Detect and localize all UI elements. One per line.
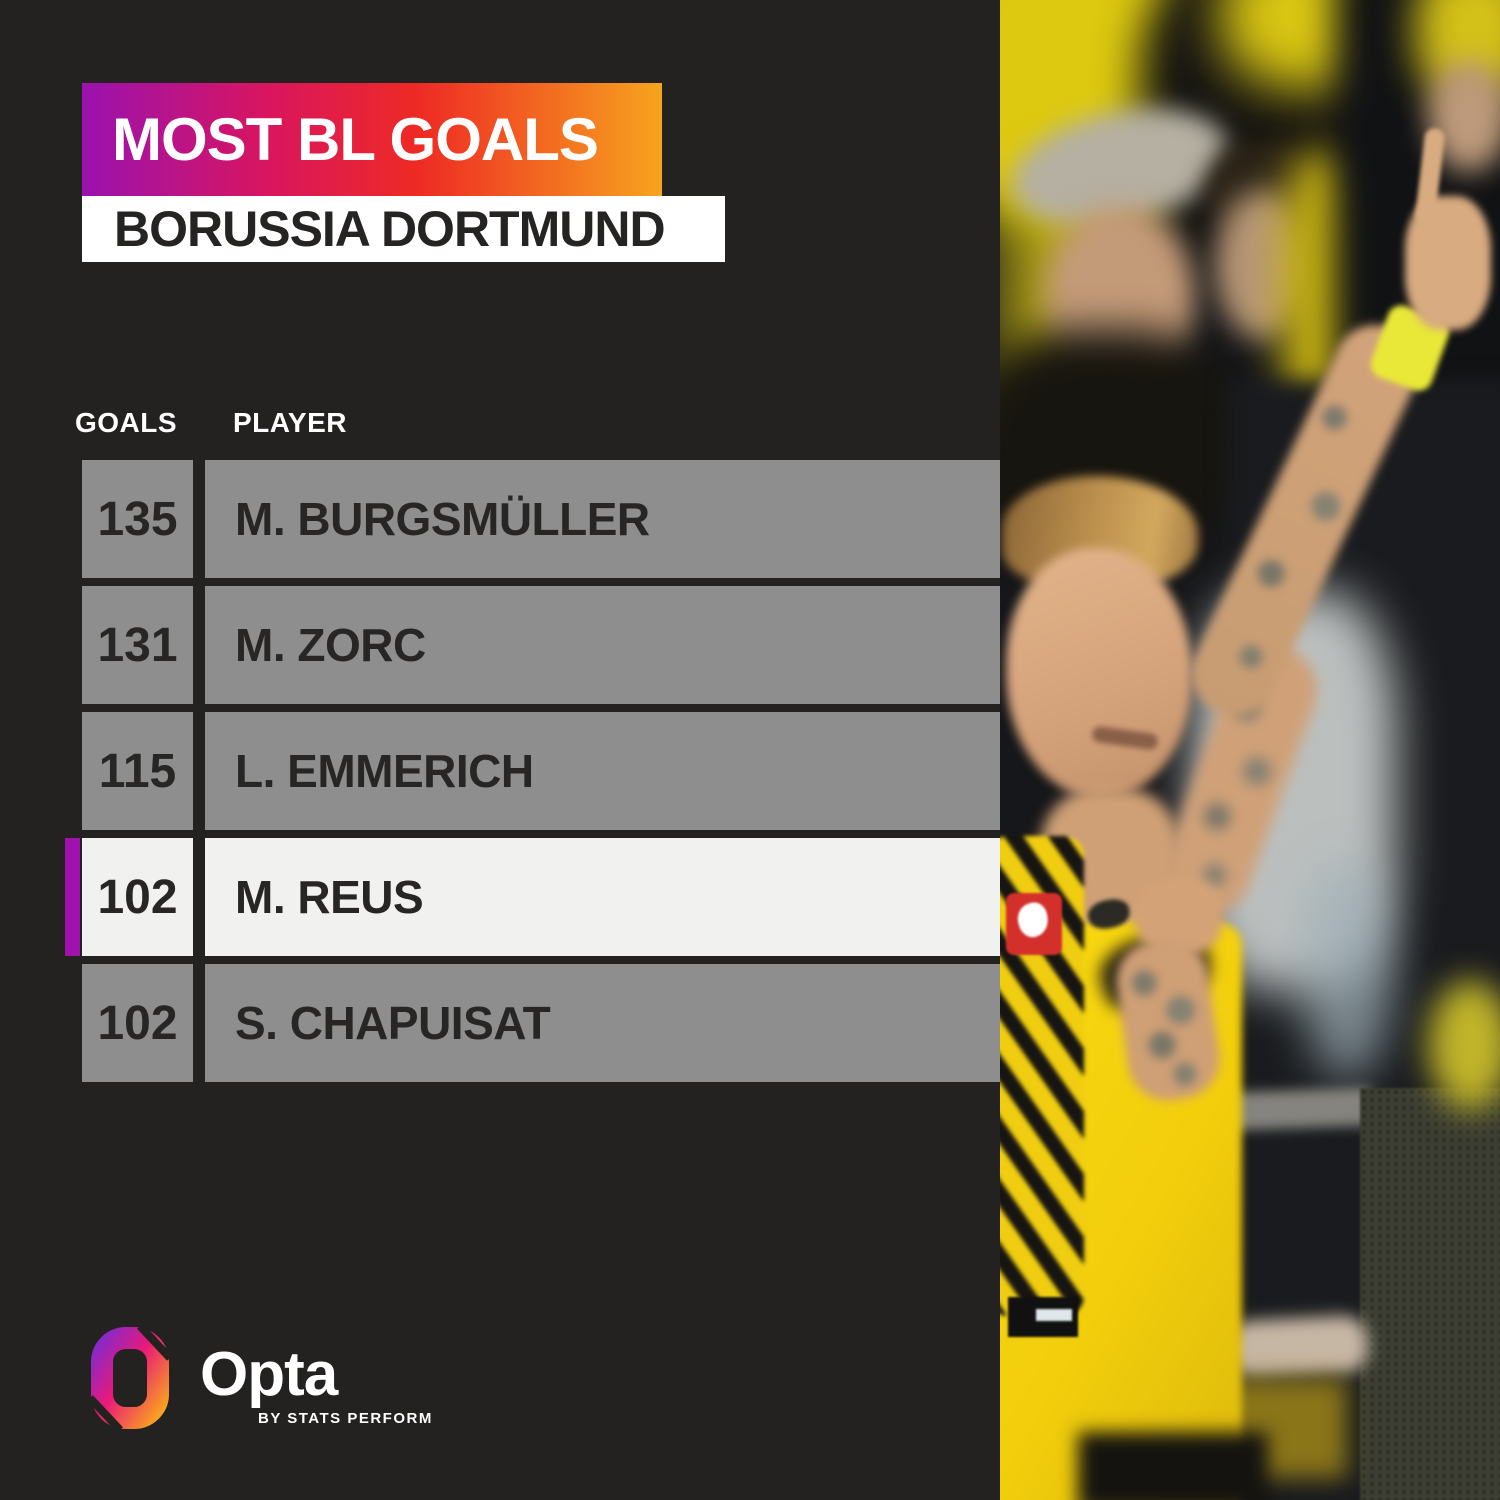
opta-name: Opta [200, 1340, 338, 1409]
player-name: S. CHAPUISAT [205, 964, 1000, 1082]
goals-value: 102 [82, 838, 193, 956]
bundesliga-patch [1006, 893, 1062, 955]
row-accent-bar [65, 712, 80, 830]
page-title: MOST BL GOALS [112, 106, 599, 173]
player-name: L. EMMERICH [205, 712, 1000, 830]
goals-value: 102 [82, 964, 193, 1082]
column-header-goals: GOALS [75, 407, 178, 438]
opta-wordmark: Opta BY STATS PERFORM [200, 1326, 433, 1428]
opta-sub-label: BY STATS PERFORM [258, 1410, 433, 1427]
table-row: 135 M. BURGSMÜLLER [65, 460, 1000, 578]
cell-gap [193, 586, 205, 704]
jersey-hem-tag [1008, 1297, 1078, 1337]
row-accent-bar [65, 964, 80, 1082]
cell-gap [193, 838, 205, 956]
opta-logo: Opta BY STATS PERFORM [90, 1326, 433, 1430]
table-row: 115 L. EMMERICH [65, 712, 1000, 830]
goals-value: 131 [82, 586, 193, 704]
page-subtitle: BORUSSIA DORTMUND [114, 201, 666, 257]
player-name: M. BURGSMÜLLER [205, 460, 1000, 578]
stats-table: 135 M. BURGSMÜLLER 131 M. ZORC 115 L. EM… [65, 460, 1000, 1090]
column-header-player: PLAYER [233, 407, 348, 438]
table-row: 131 M. ZORC [65, 586, 1000, 704]
crowd-yellow-blob [1428, 980, 1500, 1110]
subtitle-bar: BORUSSIA DORTMUND [82, 196, 725, 262]
row-accent-bar [65, 460, 80, 578]
player-name: M. ZORC [205, 586, 1000, 704]
black-shorts [1078, 1432, 1268, 1500]
cell-gap [193, 460, 205, 578]
bundesliga-figure [1014, 899, 1052, 941]
table-row: 102 S. CHAPUISAT [65, 964, 1000, 1082]
stadium-led-panel [1360, 1088, 1500, 1500]
row-accent-bar [65, 586, 80, 704]
hem-tag-label [1036, 1309, 1072, 1321]
goals-value: 115 [82, 712, 193, 830]
title-banner: MOST BL GOALS [82, 83, 662, 196]
cell-gap [193, 964, 205, 1082]
row-accent-bar [65, 838, 80, 956]
goals-value: 135 [82, 460, 193, 578]
player-face [1006, 548, 1192, 798]
player-photo [1000, 0, 1500, 1500]
opta-ring-icon [90, 1326, 170, 1430]
bench-back [1226, 1314, 1370, 1380]
player-name: M. REUS [205, 838, 1000, 956]
table-row-highlighted: 102 M. REUS [65, 838, 1000, 956]
blurred-background-blob [1300, 860, 1395, 1080]
cell-gap [193, 712, 205, 830]
stadium-rail [1225, 1087, 1372, 1131]
